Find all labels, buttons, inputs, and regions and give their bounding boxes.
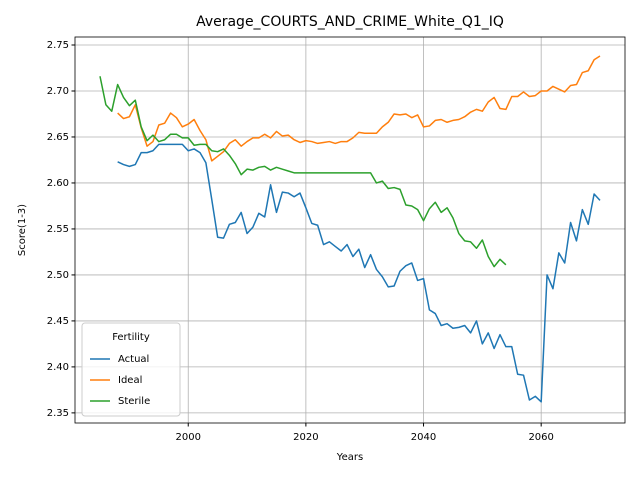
legend-label: Sterile	[118, 396, 150, 407]
x-tick-label: 2040	[411, 432, 436, 443]
y-tick-label: 2.45	[47, 316, 69, 327]
y-tick-label: 2.65	[47, 132, 69, 143]
x-axis-label: Years	[336, 452, 363, 463]
series-line	[117, 143, 601, 403]
series-line	[99, 76, 507, 268]
x-tick-label: 2060	[528, 432, 553, 443]
y-axis-label: Score(1-3)	[17, 204, 28, 256]
y-tick-label: 2.55	[47, 224, 69, 235]
y-tick-label: 2.40	[47, 362, 69, 373]
x-tick-label: 2000	[176, 432, 201, 443]
series-line	[117, 55, 601, 162]
y-tick-label: 2.75	[47, 40, 69, 51]
y-tick-label: 2.60	[47, 178, 69, 189]
y-tick-label: 2.50	[47, 270, 69, 281]
y-tick-label: 2.35	[47, 408, 69, 419]
legend-label: Actual	[118, 354, 149, 365]
y-tick-label: 2.70	[47, 86, 69, 97]
chart-title: Average_COURTS_AND_CRIME_White_Q1_IQ	[196, 14, 504, 30]
plot-frame	[74, 36, 626, 424]
legend-box	[81, 322, 181, 417]
legend-label: Ideal	[118, 375, 142, 386]
x-tick-label: 2020	[293, 432, 318, 443]
legend-title: Fertility	[112, 332, 150, 343]
